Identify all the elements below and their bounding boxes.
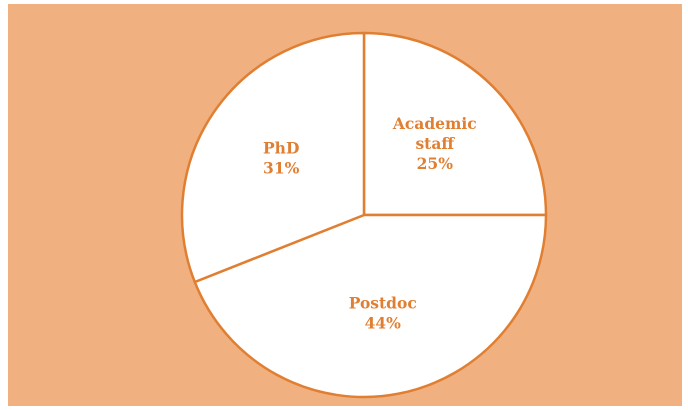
- slice-label-academic-staff: Academic: [392, 114, 477, 133]
- pie-slice-phd: [180, 31, 366, 284]
- slice-label-phd: PhD: [263, 139, 299, 158]
- slice-label-postdoc: Postdoc: [349, 293, 417, 312]
- pie-slice-academic-staff: [362, 31, 548, 217]
- slice-percent-academic-staff: 25%: [417, 154, 454, 173]
- slice-label-academic-staff: staff: [415, 134, 455, 153]
- pie-slice-postdoc: [193, 213, 548, 399]
- slice-percent-phd: 31%: [263, 159, 300, 178]
- slice-percent-postdoc: 44%: [365, 313, 402, 332]
